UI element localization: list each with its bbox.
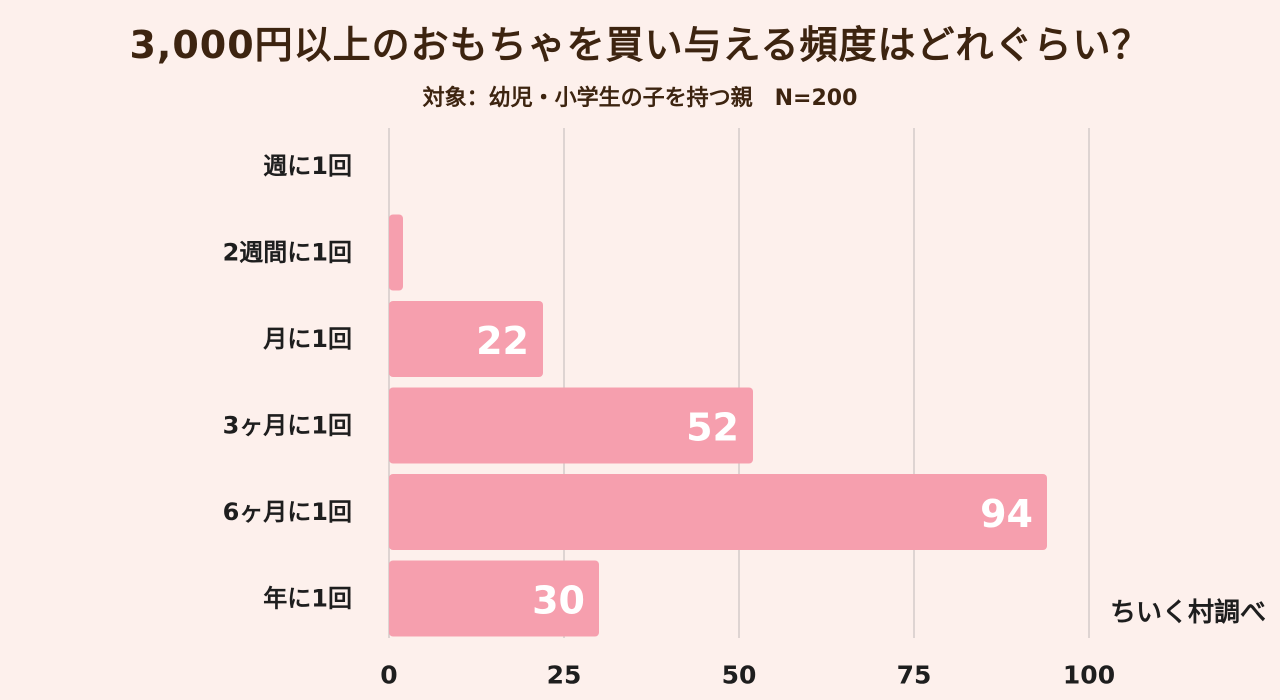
data-label: 22	[476, 319, 529, 363]
bar	[389, 387, 753, 464]
category-label: 6ヶ月に1回	[223, 498, 352, 526]
data-label: 94	[980, 492, 1033, 536]
category-label: 年に1回	[263, 585, 352, 613]
x-tick-label: 50	[722, 661, 757, 690]
bar	[389, 214, 403, 291]
bar	[389, 474, 1047, 550]
chart-title: 3,000円以上のおもちゃを買い与える頻度はどれぐらい？	[129, 23, 1151, 67]
source-credit: ちいく村調べ	[1109, 598, 1266, 628]
x-tick-label: 0	[380, 661, 397, 690]
x-tick-label: 75	[897, 661, 932, 690]
data-label: 52	[686, 406, 739, 450]
chart-subtitle: 対象：幼児・小学生の子を持つ親 N=200	[422, 86, 858, 111]
bar	[389, 560, 599, 637]
category-label: 2週間に1回	[223, 239, 352, 267]
x-tick-label: 25	[547, 661, 582, 690]
bar	[389, 301, 543, 377]
category-label: 3ヶ月に1回	[223, 412, 352, 440]
category-label: 月に1回	[262, 325, 352, 353]
category-label: 週に1回	[263, 152, 352, 180]
data-label: 30	[532, 579, 585, 623]
x-tick-label: 100	[1063, 661, 1115, 690]
